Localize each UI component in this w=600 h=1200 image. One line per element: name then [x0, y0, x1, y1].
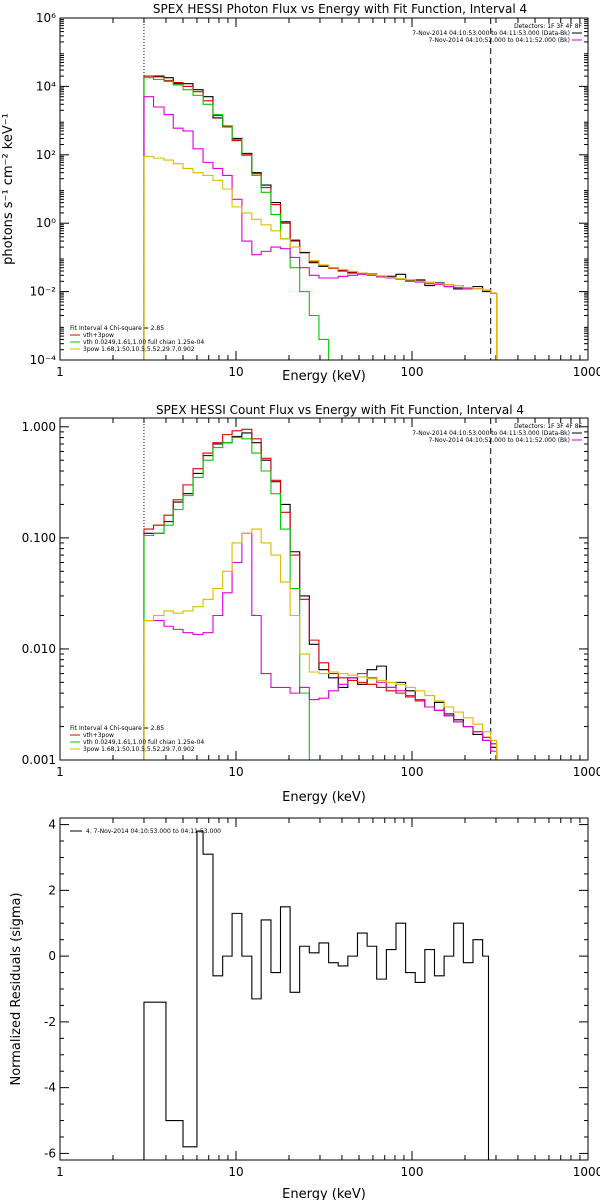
y-tick-label: 10⁶ — [36, 11, 56, 25]
legend-header: Fit Interval 4 Chi-square = 2.85 — [70, 325, 164, 332]
y-tick-label: 0.010 — [22, 642, 56, 656]
y-tick-label: 0.100 — [22, 531, 56, 545]
series-group — [143, 428, 498, 760]
y-tick-label: 2 — [48, 883, 56, 897]
legend-entry: 7-Nov-2014 04:10:53.000 to 04:11:53.000 … — [412, 430, 570, 437]
legend-header: Detectors: 1F 3F 4F 8F — [514, 23, 583, 30]
y-tick-label: 10² — [36, 148, 56, 162]
series-line-4 — [143, 155, 498, 360]
legend-entry: vth+3pow — [83, 332, 114, 339]
y-tick-label: 0.001 — [22, 753, 56, 767]
legend-entry: vth+3pow — [83, 732, 114, 739]
legend-header: Detectors: 1F 3F 4F 8F — [514, 423, 583, 430]
series-line-3 — [143, 96, 498, 360]
residuals-xlabel: Energy (keV) — [282, 1187, 366, 1200]
legend-entry: 4. 7-Nov-2014 04:10:53.000 to 04:11:53.0… — [86, 828, 221, 835]
legend-entry: 7-Nov-2014 04:10:52.000 to 04:11:52.000 … — [428, 37, 570, 44]
y-tick-label: -2 — [44, 1015, 56, 1029]
photon-flux-xlabel: Energy (keV) — [282, 369, 366, 384]
x-tick-label: 10 — [228, 765, 243, 779]
x-tick-label: 1000 — [573, 1165, 600, 1179]
x-tick-label: 1 — [56, 365, 64, 379]
legend-entry: 3pow 1.68,1.50,10.5,5.52,29.7,0.902 — [83, 346, 195, 353]
series-group — [143, 830, 490, 1160]
series-line-4 — [143, 528, 498, 760]
legend-entry: vth 0.0249,1.61,1.00 full chian 1.25e-04 — [83, 339, 204, 346]
y-tick-label: 0 — [48, 949, 56, 963]
legend-entry: 7-Nov-2014 04:10:53.000 to 04:11:53.000 … — [412, 30, 570, 37]
x-tick-label: 100 — [401, 1165, 424, 1179]
y-tick-label: 10⁻⁴ — [30, 353, 57, 367]
x-tick-label: 10 — [228, 365, 243, 379]
legend-header: Fit Interval 4 Chi-square = 2.85 — [70, 725, 164, 732]
legend-entry: 7-Nov-2014 04:10:52.000 to 04:11:52.000 … — [428, 437, 570, 444]
x-tick-label: 100 — [401, 365, 424, 379]
series-line-0 — [143, 75, 498, 360]
series-line-2 — [143, 77, 335, 360]
x-tick-label: 10 — [228, 1165, 243, 1179]
residuals-ylabel: Normalized Residuals (sigma) — [9, 892, 24, 1085]
y-tick-label: 1.000 — [22, 420, 56, 434]
legend-entry: 3pow 1.68,1.50,10.5,5.52,29.7,0.902 — [83, 746, 195, 753]
x-tick-label: 1000 — [573, 765, 600, 779]
count-flux-panel: SPEX HESSI Count Flux vs Energy with Fit… — [22, 403, 600, 805]
photon-flux-frame — [59, 17, 589, 361]
y-tick-label: 10⁰ — [36, 216, 56, 230]
legend-entry: vth 0.0249,1.61,1.00 full chian 1.25e-04 — [83, 739, 204, 746]
series-line-3 — [143, 532, 498, 760]
photon-flux-title: SPEX HESSI Photon Flux vs Energy with Fi… — [153, 2, 527, 16]
photon-flux-ylabel: photons s⁻¹ cm⁻² keV⁻¹ — [1, 113, 16, 265]
residuals-plot-area: 1 10 100 1000 -6 -4 -2 0 2 4 4. 7-Nov-2014 04:10:5… — [44, 818, 600, 1179]
series-line-1 — [143, 75, 498, 360]
x-tick-label: 1000 — [573, 365, 600, 379]
photon-flux-plot-area: 1 10 100 1000 10⁻⁴ 10⁻² 10⁰ 10² 10⁴ 10⁶ Detectors:… — [30, 11, 600, 379]
count-flux-plot-area: 1 10 100 1000 0.001 0.010 0.100 1.000 Detectors:… — [22, 418, 600, 779]
residuals-panel: 1 10 100 1000 -6 -4 -2 0 2 4 4. 7-Nov-2014 04:10:5… — [9, 817, 600, 1200]
x-tick-label: 1 — [56, 1165, 64, 1179]
count-flux-title: SPEX HESSI Count Flux vs Energy with Fit… — [156, 403, 524, 417]
y-tick-label: 10⁴ — [36, 79, 56, 93]
count-flux-frame — [59, 417, 589, 761]
y-tick-label: -6 — [44, 1146, 56, 1160]
series-line-0 — [143, 830, 490, 1160]
count-flux-xlabel: Energy (keV) — [282, 790, 366, 805]
x-tick-label: 1 — [56, 765, 64, 779]
residuals-frame — [59, 817, 589, 1161]
photon-flux-panel: SPEX HESSI Photon Flux vs Energy with Fi… — [1, 2, 600, 384]
y-tick-label: -4 — [44, 1081, 56, 1095]
series-group — [143, 75, 498, 360]
y-tick-label: 4 — [48, 818, 56, 832]
x-tick-label: 100 — [401, 765, 424, 779]
y-tick-label: 10⁻² — [30, 285, 57, 299]
series-line-2 — [143, 437, 316, 760]
